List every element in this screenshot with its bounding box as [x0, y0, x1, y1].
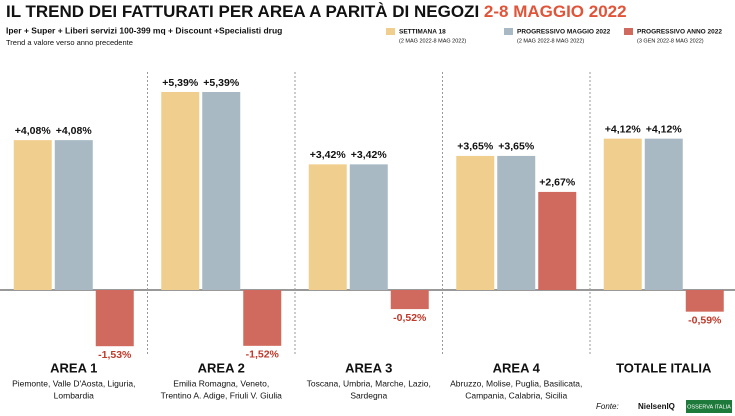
bar: [497, 155, 536, 290]
bar: [538, 191, 577, 290]
category-detail: Abruzzo, Molise, Puglia, Basilicata,: [450, 378, 582, 388]
category-label: AREA 3: [345, 360, 392, 375]
value-label: +4,12%: [605, 123, 642, 135]
bar: [202, 92, 241, 290]
category-label: TOTALE ITALIA: [616, 360, 712, 375]
legend-label: PROGRESSIVO MAGGIO 2022: [517, 29, 611, 36]
value-label: -0,59%: [688, 314, 722, 326]
value-label: +3,42%: [351, 149, 388, 161]
note: Trend a valore verso anno precedente: [6, 38, 133, 47]
title-highlight: 2-8 MAGGIO 2022: [484, 2, 627, 21]
value-label: +3,42%: [310, 149, 347, 161]
category-detail: Emilia Romagna, Veneto,: [173, 378, 269, 388]
category-detail: Lombardia: [54, 390, 94, 400]
bar: [685, 290, 724, 312]
bar: [161, 92, 200, 290]
value-label: +2,67%: [539, 177, 576, 189]
category-detail: Trentino A. Adige, Friuli V. Giulia: [161, 390, 283, 400]
value-label: +4,12%: [646, 123, 683, 135]
value-label: -1,53%: [98, 349, 132, 361]
bar: [308, 164, 347, 290]
legend-swatch: [386, 28, 395, 35]
category-label: AREA 4: [493, 360, 541, 375]
legend-label: PROGRESSIVO ANNO 2022: [637, 29, 722, 36]
title-main: IL TREND DEI FATTURATI PER AREA A PARITÀ…: [6, 2, 479, 21]
value-label: +3,65%: [498, 141, 535, 153]
bar: [603, 138, 642, 290]
bar: [13, 140, 52, 290]
bar: [644, 138, 683, 290]
bar: [243, 290, 282, 346]
category-detail: Toscana, Umbria, Marche, Lazio,: [307, 378, 431, 388]
value-label: +5,39%: [162, 77, 199, 89]
bar: [390, 290, 429, 310]
bar: [456, 155, 495, 290]
source: NielsenIQ: [638, 402, 675, 411]
legend-period: (3 GEN 2022-8 MAG 2022): [637, 38, 704, 44]
category-detail: Sardegna: [350, 390, 387, 400]
chart-title: IL TREND DEI FATTURATI PER AREA A PARITÀ…: [6, 2, 627, 21]
subtitle: Iper + Super + Liberi servizi 100-399 mq…: [6, 25, 282, 35]
value-label: +4,08%: [56, 125, 93, 137]
source-label: Fonte:: [596, 402, 619, 411]
bar: [349, 164, 388, 290]
legend-swatch: [504, 28, 513, 35]
value-label: -0,52%: [393, 312, 427, 324]
source-logo: [686, 400, 732, 413]
legend-swatch: [624, 28, 633, 35]
legend-period: (2 MAG 2022-8 MAG 2022): [399, 38, 466, 44]
legend-period: (2 MAG 2022-8 MAG 2022): [517, 38, 584, 44]
bar: [54, 140, 93, 290]
value-label: +3,65%: [457, 141, 494, 153]
category-label: AREA 2: [198, 360, 245, 375]
category-detail: Piemonte, Valle D'Aosta, Liguria,: [12, 378, 135, 388]
category-label: AREA 1: [50, 360, 97, 375]
value-label: -1,52%: [246, 349, 280, 361]
bar: [95, 290, 134, 347]
legend-label: SETTIMANA 18: [399, 29, 446, 36]
value-label: +5,39%: [203, 77, 240, 89]
category-detail: Campania, Calabria, Sicilia: [465, 390, 567, 400]
source: OSSERVA ITALIA: [687, 404, 731, 410]
value-label: +4,08%: [15, 125, 52, 137]
